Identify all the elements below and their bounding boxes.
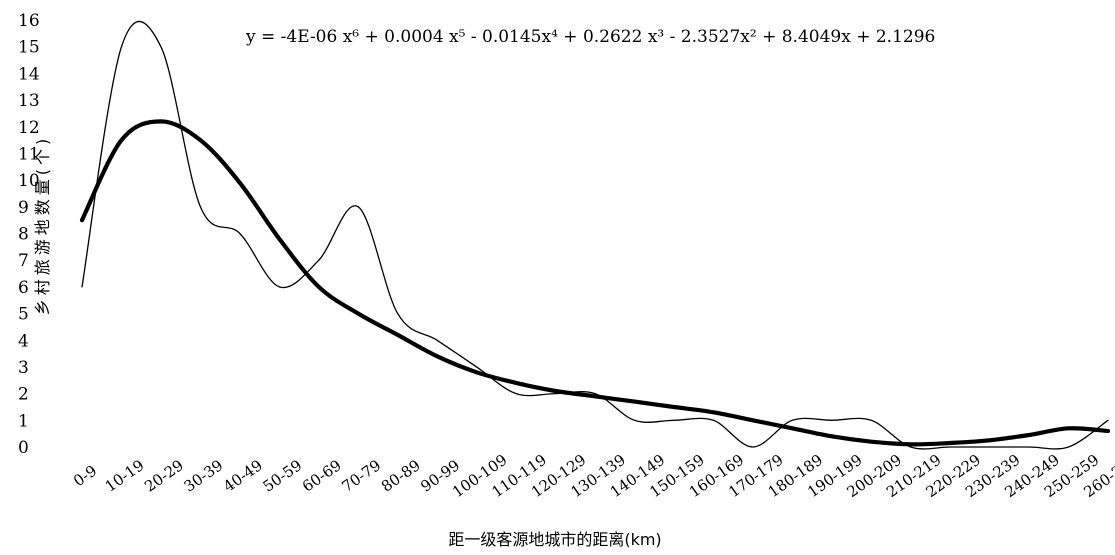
observed-series-line [81, 21, 1109, 450]
y-tick-label: 12 [18, 118, 40, 138]
y-tick-label: 15 [18, 38, 40, 58]
x-axis-ticks: 0-9 10-1920-2930-3940-4950-5960-6970-7980… [70, 451, 1115, 502]
y-tick-label: 10 [18, 171, 40, 191]
x-tick-label: 20-29 [141, 456, 187, 496]
y-tick-label: 8 [18, 225, 29, 245]
y-tick-label: 7 [18, 251, 29, 271]
y-tick-label: 16 [18, 11, 40, 31]
x-tick-label: 60-69 [299, 456, 345, 496]
y-tick-label: 3 [18, 358, 29, 378]
x-axis-label: 距一级客源地城市的距离(km) [448, 530, 661, 549]
x-tick-label: 10-19 [102, 456, 148, 496]
y-tick-label: 9 [18, 198, 29, 218]
x-tick-label: 0-9 [70, 462, 100, 491]
series-layer [79, 21, 1111, 450]
y-tick-label: 5 [18, 305, 29, 325]
x-tick-label: 30-39 [181, 456, 227, 496]
y-tick-label: 1 [18, 411, 29, 431]
x-tick-label: 40-49 [220, 456, 266, 496]
x-tick-label: 50-59 [260, 456, 306, 496]
y-axis-label: 乡村旅游地数量(个) [33, 135, 52, 316]
y-tick-label: 11 [18, 144, 40, 164]
trendline-equation: y = -4E-06 x⁶ + 0.0004 x⁵ - 0.0145x⁴ + 0… [245, 27, 935, 47]
y-tick-label: 2 [18, 385, 29, 405]
y-tick-label: 6 [18, 278, 29, 298]
y-tick-label: 14 [18, 64, 40, 84]
x-tick-label: 70-79 [338, 456, 384, 496]
x-tick-label: 80-89 [378, 456, 424, 496]
y-tick-label: 13 [18, 91, 40, 111]
y-tick-label: 0 [18, 438, 29, 458]
trendline-series-line [79, 119, 1111, 447]
y-tick-label: 4 [18, 331, 29, 351]
